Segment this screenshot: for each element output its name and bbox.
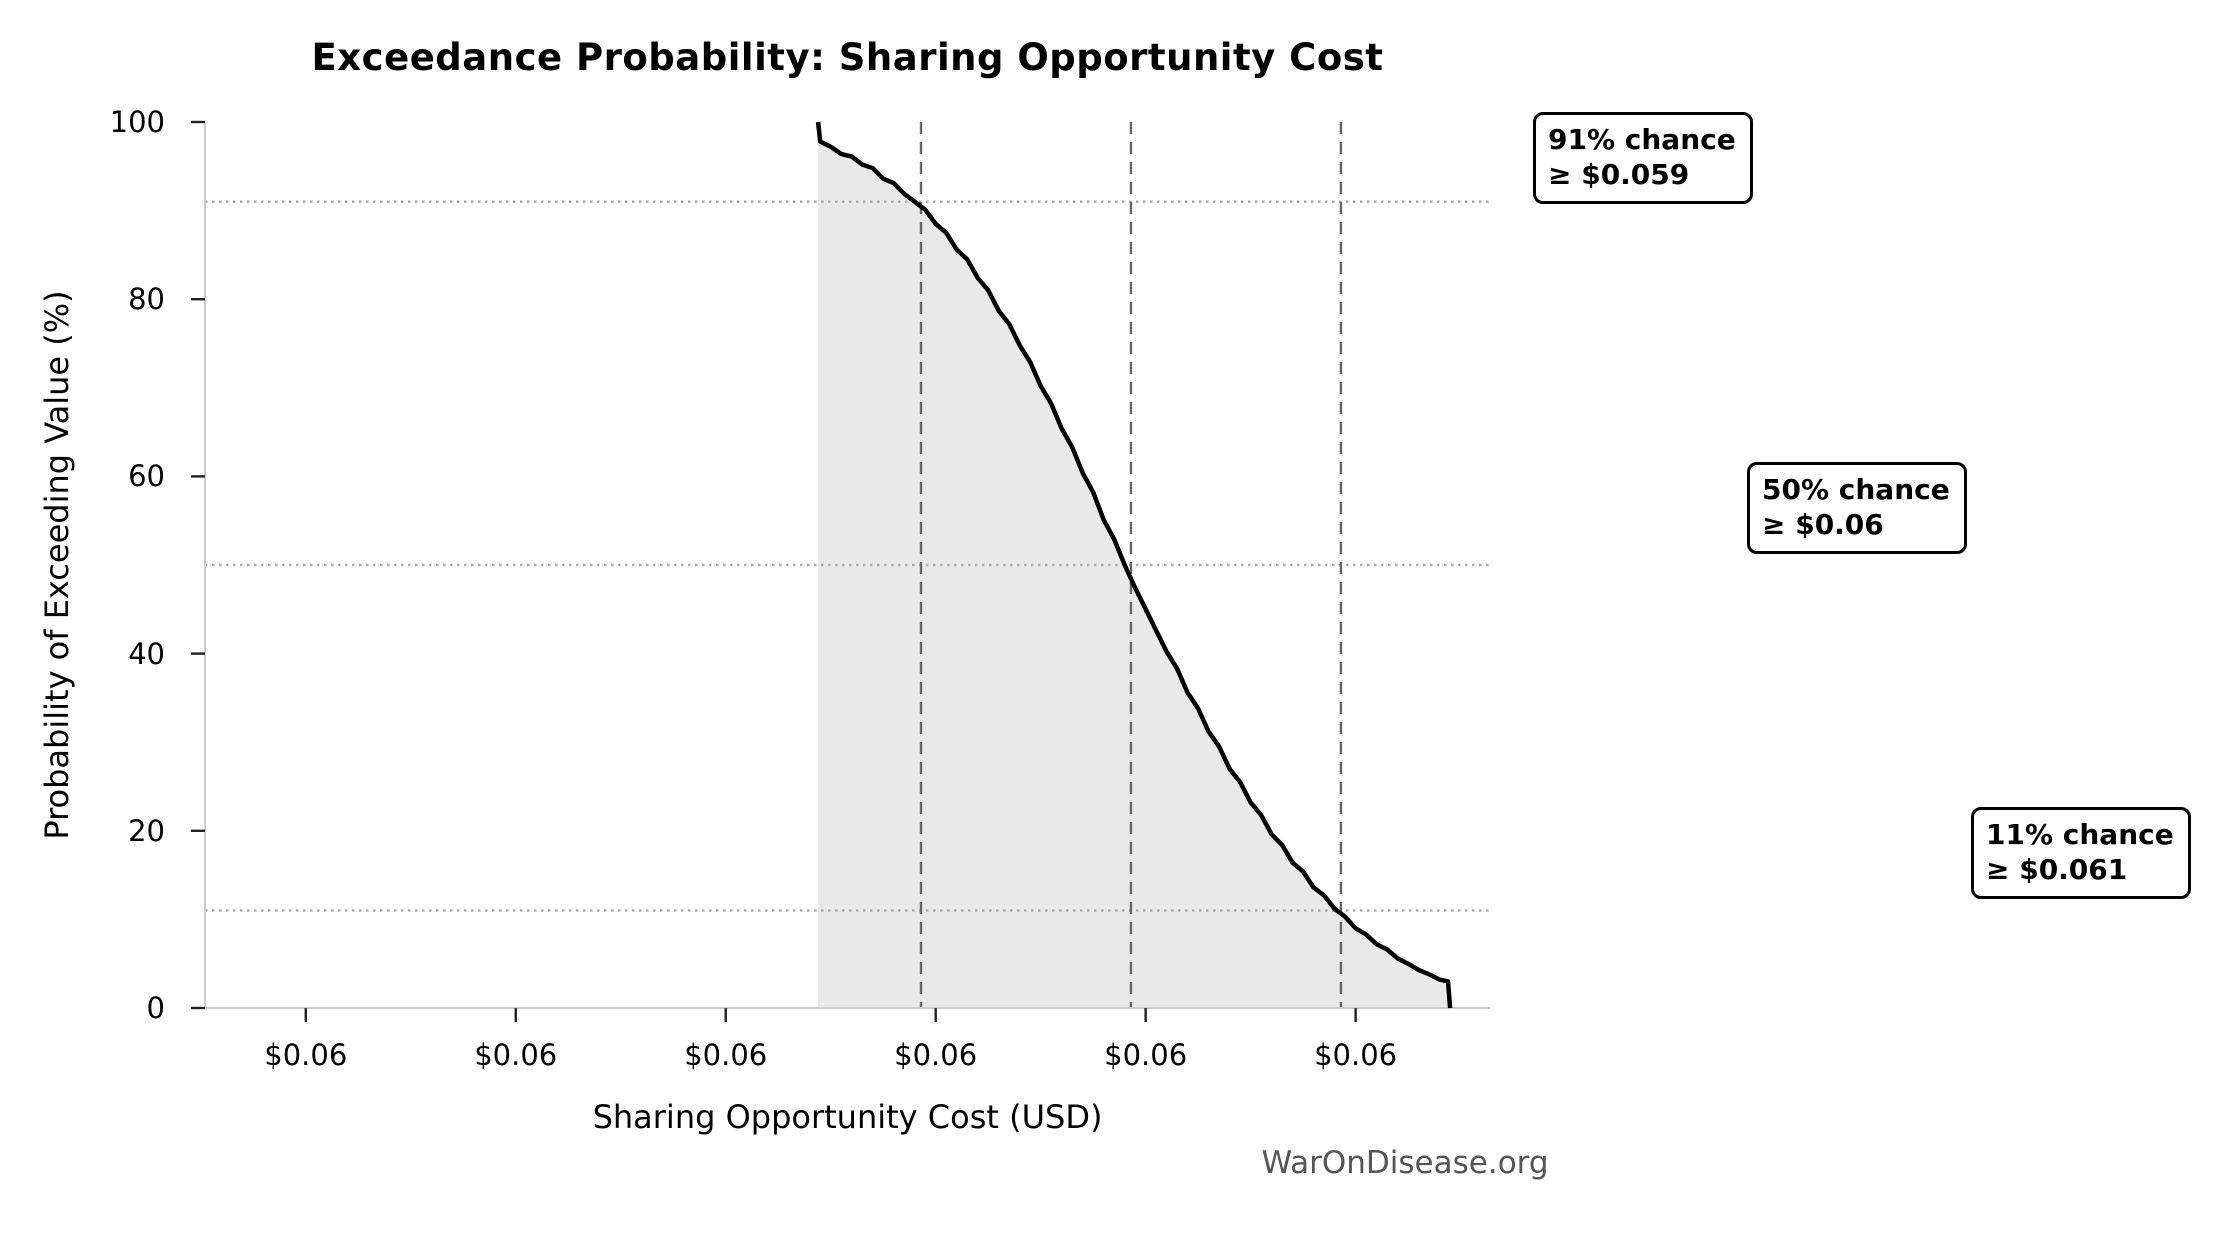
watermark-text: WarOnDisease.org: [1261, 1145, 1549, 1181]
annotation-50-percent: 50% chance ≥ $0.06: [1747, 462, 1967, 554]
chart-title: Exceedance Probability: Sharing Opportun…: [311, 36, 1384, 79]
y-tick-label-0: 0: [146, 991, 165, 1025]
shaded-area-under-curve: [818, 122, 1451, 1008]
x-tick-label-5: $0.06: [1314, 1038, 1398, 1072]
x-tick-label-1: $0.06: [474, 1038, 558, 1072]
y-axis-label: Probability of Exceeding Value (%): [38, 290, 76, 840]
annotation-50-line1: 50% chance: [1762, 473, 1950, 506]
annotation-91-percent: 91% chance ≥ $0.059: [1533, 112, 1753, 204]
annotation-91-line2: ≥ $0.059: [1548, 158, 1690, 191]
annotation-50-line2: ≥ $0.06: [1762, 508, 1884, 541]
y-tick-label-4: 80: [128, 282, 165, 317]
y-tick-label-5: 100: [109, 105, 165, 139]
x-tick-label-3: $0.06: [894, 1038, 978, 1072]
annotation-91-line1: 91% chance: [1548, 123, 1736, 156]
y-tick-label-2: 40: [128, 636, 165, 671]
annotation-11-percent: 11% chance ≥ $0.061: [1971, 807, 2191, 899]
annotation-11-line1: 11% chance: [1986, 818, 2174, 851]
x-axis-label: Sharing Opportunity Cost (USD): [592, 1098, 1103, 1136]
exceedance-curve: [815, 121, 1453, 1009]
x-tick-label-2: $0.06: [684, 1038, 768, 1072]
x-tick-label-0: $0.06: [264, 1038, 348, 1072]
y-tick-label-1: 20: [128, 813, 165, 848]
y-tick-label-3: 60: [128, 459, 165, 494]
annotation-11-line2: ≥ $0.061: [1986, 853, 2128, 886]
x-tick-label-4: $0.06: [1104, 1038, 1188, 1072]
